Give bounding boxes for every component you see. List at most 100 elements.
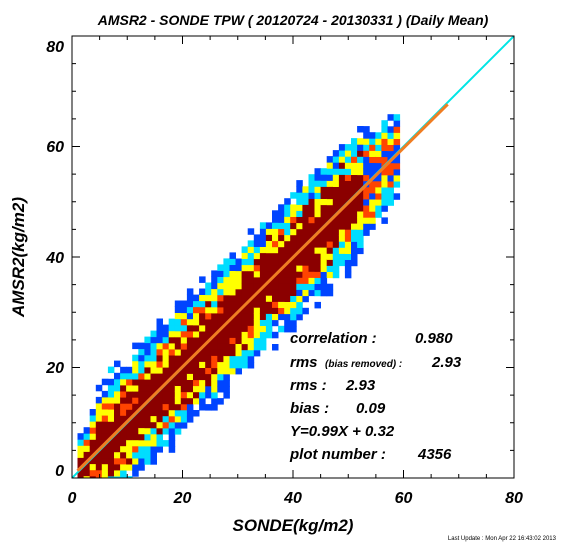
density-cell: [169, 434, 176, 441]
density-cell: [333, 187, 340, 194]
density-cell: [266, 241, 273, 248]
density-cell: [151, 367, 158, 374]
density-cell: [126, 373, 133, 380]
density-cell: [272, 308, 279, 315]
density-cell: [284, 302, 291, 309]
density-cell: [223, 386, 230, 393]
density-cell: [236, 344, 243, 351]
density-cell: [339, 168, 346, 175]
density-cell: [84, 439, 91, 446]
density-cell: [321, 174, 328, 181]
density-cell: [363, 193, 370, 200]
density-cell: [260, 259, 267, 266]
density-cell: [369, 138, 376, 145]
density-cell: [187, 301, 194, 308]
density-cell: [132, 379, 139, 386]
x-tick-0: 0: [68, 490, 77, 507]
density-cell: [381, 132, 388, 139]
density-cell: [217, 289, 224, 296]
density-cell: [90, 421, 97, 428]
density-cell: [327, 199, 334, 206]
density-cell: [223, 271, 230, 278]
density-cell: [321, 180, 328, 187]
density-cell: [333, 156, 340, 163]
bias-label: bias :: [290, 400, 329, 417]
density-cell: [394, 175, 401, 182]
density-cell: [302, 192, 309, 199]
density-cell: [236, 265, 243, 272]
density-cell: [394, 114, 401, 121]
density-cell: [278, 241, 285, 248]
density-cell: [114, 415, 121, 422]
density-cell: [199, 380, 206, 387]
density-cell: [96, 482, 103, 489]
density-cell: [211, 301, 218, 308]
density-cell: [169, 349, 176, 356]
density-cell: [296, 211, 303, 218]
density-cell: [284, 223, 291, 230]
density-cell: [157, 398, 164, 405]
density-cell: [333, 247, 340, 254]
density-cell: [357, 205, 364, 212]
density-cell: [193, 325, 200, 332]
density-cell: [296, 235, 303, 242]
density-cell: [296, 223, 303, 230]
density-cell: [236, 350, 243, 357]
density-cell: [363, 169, 370, 176]
density-cell: [309, 223, 316, 230]
density-cell: [187, 392, 194, 399]
density-cell: [138, 422, 145, 429]
density-cell: [388, 169, 395, 176]
density-cell: [211, 325, 218, 332]
density-cell: [333, 266, 340, 273]
density-cell: [163, 422, 170, 429]
density-cell: [309, 180, 316, 187]
density-cell: [90, 415, 97, 422]
density-cell: [290, 204, 297, 211]
density-cell: [260, 332, 267, 339]
density-cell: [236, 271, 243, 278]
density-cell: [193, 386, 200, 393]
density-cell: [296, 302, 303, 309]
density-cell: [108, 482, 115, 489]
density-cell: [138, 428, 145, 435]
density-cell: [278, 235, 285, 242]
density-cell: [278, 302, 285, 309]
density-cell: [296, 217, 303, 224]
density-cell: [126, 409, 133, 416]
density-cell: [193, 380, 200, 387]
density-cell: [84, 494, 91, 501]
density-cell: [388, 145, 395, 152]
density-cell: [339, 241, 346, 248]
density-cell: [102, 421, 109, 428]
density-cell: [199, 307, 206, 314]
density-cell: [388, 187, 395, 194]
density-cell: [84, 433, 91, 440]
density-cell: [193, 374, 200, 381]
density-cell: [388, 175, 395, 182]
bias-value: 0.09: [356, 400, 386, 417]
density-cell: [315, 217, 322, 224]
density-cell: [181, 380, 188, 387]
density-cell: [351, 156, 358, 163]
density-cell: [199, 331, 206, 338]
density-cell: [345, 150, 352, 157]
density-cell: [120, 458, 127, 465]
density-cell: [199, 325, 206, 332]
density-cell: [321, 247, 328, 254]
y-tick-0: 0: [55, 463, 64, 480]
density-cell: [260, 265, 267, 272]
density-cell: [296, 229, 303, 236]
density-cell: [151, 385, 158, 392]
density-cell: [254, 265, 260, 272]
density-cell: [211, 270, 218, 277]
density-cell: [315, 180, 322, 187]
density-cell: [357, 242, 364, 249]
density-cell: [108, 397, 115, 404]
density-cell: [345, 217, 352, 224]
density-cell: [248, 228, 255, 235]
density-cell: [211, 313, 218, 320]
density-cell: [126, 434, 133, 441]
density-cell: [187, 380, 194, 387]
density-cell: [381, 138, 388, 145]
